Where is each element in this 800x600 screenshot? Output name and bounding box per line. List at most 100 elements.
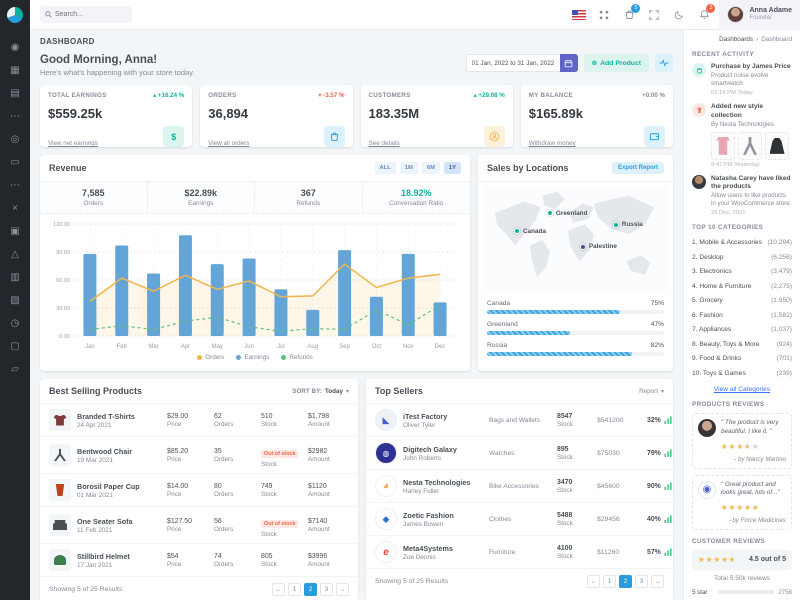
search-input[interactable]	[55, 11, 125, 18]
sidebar-nav-icon[interactable]: ◉	[10, 42, 20, 53]
right-panel: Dashboards › Dashboard RECENT ACTIVITY P…	[683, 30, 800, 600]
sidebar-nav-icon[interactable]: ▢	[10, 341, 20, 352]
language-flag-icon[interactable]	[572, 8, 587, 22]
user-menu[interactable]: Anna Adame Founder	[719, 0, 800, 30]
category-row[interactable]: 8. Beauty, Toys & More (924)	[692, 340, 792, 348]
product-row[interactable]: Branded T-Shirts 24 Apr 2021 $29.00 Price…	[40, 403, 358, 436]
customer-reviews-header: CUSTOMER REVIEWS	[692, 538, 766, 546]
date-range-picker	[465, 54, 578, 72]
sidebar-nav-icon[interactable]: ▦	[10, 65, 20, 76]
fullscreen-button[interactable]	[647, 8, 661, 22]
seller-row[interactable]: ◣ iTest Factory Oliver Tyler Bags and Wa…	[366, 403, 673, 436]
notifications-button[interactable]: 3	[697, 3, 716, 22]
best-selling-title: Best Selling Products	[49, 386, 143, 396]
world-map[interactable]: Greenland Canada Russia Palestine	[484, 186, 667, 292]
sidebar-nav-icon[interactable]: ⋯	[10, 111, 20, 122]
search-box[interactable]	[40, 6, 132, 23]
range-1m-button[interactable]: 1M	[399, 162, 418, 174]
sidebar-nav-icon[interactable]: ▱	[11, 364, 19, 375]
see-details-link[interactable]: See details	[368, 140, 400, 147]
sidebar-nav-icon[interactable]: ▥	[10, 272, 20, 283]
range-6m-button[interactable]: 6M	[421, 162, 440, 174]
app-logo[interactable]	[0, 0, 30, 30]
category-row[interactable]: 7. Appliances (1,037)	[692, 326, 792, 334]
page-1-button[interactable]: 1	[288, 583, 301, 596]
prev-page-button[interactable]: ←	[587, 575, 600, 588]
map-marker-greenland[interactable]: Greenland	[546, 210, 587, 217]
sidebar-nav-icon[interactable]: ◷	[10, 318, 20, 329]
sidebar-nav-icon[interactable]: ▣	[10, 226, 20, 237]
product-thumbnail[interactable]	[711, 131, 735, 160]
product-thumbnail[interactable]	[765, 131, 789, 160]
view-net-earnings-link[interactable]: View net earnings	[48, 140, 98, 147]
add-product-button[interactable]: ⊕ Add Product	[583, 54, 649, 72]
product-row[interactable]: Bentwood Chair 19 Mar 2021 $85.20 Price 3…	[40, 436, 358, 473]
range-all-button[interactable]: ALL	[374, 162, 396, 174]
activity-item[interactable]: Added new style collection By Nesta Tech…	[692, 103, 792, 168]
category-row[interactable]: 10. Toys & Games (239)	[692, 369, 792, 377]
category-row[interactable]: 9. Food & Drinks (701)	[692, 355, 792, 363]
category-row[interactable]: 3. Electronics (3,479)	[692, 268, 792, 276]
product-row[interactable]: Borosil Paper Cup 01 Mar 2021 $14.00 Pric…	[40, 473, 358, 506]
product-review-card[interactable]: ◉ " Great product and looks great, lots …	[692, 474, 792, 531]
sidebar-nav-icon[interactable]: △	[11, 249, 19, 260]
dark-mode-button[interactable]	[672, 8, 686, 22]
breadcrumb-parent[interactable]: Dashboards	[719, 36, 754, 43]
seller-row[interactable]: ◕ Nesta Technologies Harley Fuller Bike …	[366, 469, 673, 502]
trend-badge: ▴ +16.24 %	[153, 92, 185, 99]
activity-item[interactable]: Natasha Carey have liked the products Al…	[692, 174, 792, 216]
view-all-categories-link[interactable]: View all Categories	[713, 386, 771, 394]
sidebar-nav-icon[interactable]: ▧	[10, 295, 20, 306]
sidebar-nav-icon[interactable]: ▭	[10, 157, 20, 168]
activity-item[interactable]: Purchase by James Price Product noise ev…	[692, 63, 792, 96]
pulse-icon	[659, 59, 669, 67]
calendar-button[interactable]	[559, 54, 578, 72]
legend-refunds[interactable]: Refunds	[281, 354, 313, 361]
sidebar-nav-icon[interactable]: ⋯	[10, 180, 20, 191]
sidebar-nav-icon[interactable]: ◎	[10, 134, 20, 145]
stat-cards: TOTAL EARNINGS ▴ +16.24 % $559.25k View …	[40, 85, 673, 147]
page-3-button[interactable]: 3	[635, 575, 648, 588]
legend-earnings[interactable]: Earnings	[236, 354, 269, 361]
range-1y-button[interactable]: 1Y	[443, 162, 461, 174]
page-2-button[interactable]: 2	[619, 575, 632, 588]
map-marker-canada[interactable]: Canada	[513, 228, 546, 235]
category-row[interactable]: 1. Mobile & Accessories (10,294)	[692, 239, 792, 247]
map-marker-russia[interactable]: Russia	[612, 221, 643, 228]
sidebar-nav-icon[interactable]: ×	[12, 203, 18, 214]
sort-by-dropdown[interactable]: SORT BY: Today ▾	[292, 387, 349, 395]
category-row[interactable]: 5. Grocery (1,950)	[692, 297, 792, 305]
next-page-button[interactable]: →	[336, 583, 349, 596]
product-review-card[interactable]: " The product is very beautiful. I like …	[692, 413, 792, 469]
page-3-button[interactable]: 3	[320, 583, 333, 596]
sidebar-nav-icon[interactable]: ▤	[10, 88, 20, 99]
activity-pulse-button[interactable]	[655, 54, 673, 72]
product-row[interactable]: Stillbird Helmet 17 Jan 2021 $54 Price 74…	[40, 543, 358, 576]
legend-orders[interactable]: Orders	[197, 354, 224, 361]
category-row[interactable]: 2. Desktop (6,256)	[692, 253, 792, 261]
seller-row[interactable]: ◆ Zoetic Fashion James Bowen Clothes 548…	[366, 502, 673, 535]
seller-row[interactable]: e Meta4Systems Zoe Dennis Furniture 4100…	[366, 535, 673, 568]
category-row[interactable]: 6. Fashion (1,582)	[692, 311, 792, 319]
page-2-button[interactable]: 2	[304, 583, 317, 596]
sales-by-locations-card: Sales by Locations Export Report	[478, 155, 673, 371]
seller-stock: 8547	[557, 412, 573, 420]
category-row[interactable]: 4. Home & Furniture (2,275)	[692, 282, 792, 290]
report-dropdown[interactable]: Report ▾	[639, 387, 664, 395]
date-range-input[interactable]	[465, 54, 560, 72]
product-row[interactable]: One Seater Sofa 11 Feb 2021 $127.50 Price…	[40, 506, 358, 543]
withdraw-money-link[interactable]: Withdraw money	[528, 140, 576, 147]
apps-grid-icon[interactable]	[597, 8, 611, 22]
next-page-button[interactable]: →	[651, 575, 664, 588]
seller-row[interactable]: ◍ Digitech Galaxy John Roberts Watches 8…	[366, 436, 673, 469]
page-1-button[interactable]: 1	[603, 575, 616, 588]
price-value: $29.00	[167, 412, 189, 420]
view-all-orders-link[interactable]: View all orders	[208, 140, 250, 147]
cart-icon-button[interactable]: 5	[622, 3, 641, 22]
seller-percent: 32%	[647, 416, 672, 424]
kpi-refunds: 367	[300, 188, 316, 198]
map-marker-palestine[interactable]: Palestine	[579, 243, 617, 250]
prev-page-button[interactable]: ←	[272, 583, 285, 596]
export-report-button[interactable]: Export Report	[611, 162, 664, 174]
product-thumbnail[interactable]	[738, 131, 762, 160]
